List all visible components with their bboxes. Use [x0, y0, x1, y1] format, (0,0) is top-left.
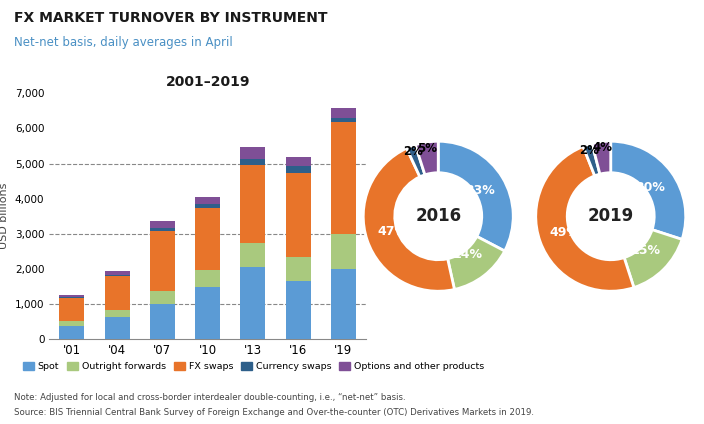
- Wedge shape: [448, 237, 505, 290]
- Wedge shape: [415, 141, 439, 175]
- Text: 15%: 15%: [630, 244, 660, 257]
- Bar: [286, 257, 310, 281]
- Wedge shape: [438, 141, 513, 251]
- Bar: [150, 228, 175, 231]
- Bar: [195, 287, 220, 339]
- Bar: [286, 173, 310, 257]
- Bar: [59, 298, 84, 321]
- Text: 33%: 33%: [465, 184, 495, 198]
- Bar: [150, 304, 175, 339]
- Bar: [331, 118, 356, 122]
- Wedge shape: [407, 145, 425, 177]
- Title: 2001–2019: 2001–2019: [165, 75, 250, 89]
- Bar: [195, 204, 220, 208]
- Bar: [241, 243, 265, 267]
- Text: 2%: 2%: [579, 144, 599, 157]
- Bar: [241, 147, 265, 159]
- Bar: [195, 208, 220, 270]
- Text: 47%: 47%: [377, 226, 407, 238]
- Legend: Spot, Outright forwards, FX swaps, Currency swaps, Options and other products: Spot, Outright forwards, FX swaps, Curre…: [19, 358, 488, 375]
- Wedge shape: [363, 148, 455, 291]
- Bar: [150, 291, 175, 304]
- Wedge shape: [610, 141, 686, 240]
- Text: 5%: 5%: [417, 142, 438, 155]
- Wedge shape: [583, 144, 600, 176]
- Bar: [105, 271, 130, 276]
- Text: 2%: 2%: [403, 145, 423, 159]
- Text: Source: BIS Triennial Central Bank Survey of Foreign Exchange and Over-the-count: Source: BIS Triennial Central Bank Surve…: [14, 408, 534, 417]
- Text: 49%: 49%: [550, 226, 580, 239]
- Text: Note: Adjusted for local and cross-border interdealer double-counting, i.e., “ne: Note: Adjusted for local and cross-borde…: [14, 393, 406, 402]
- Text: 4%: 4%: [592, 141, 612, 154]
- Bar: [59, 321, 84, 326]
- Wedge shape: [624, 230, 682, 287]
- Bar: [286, 166, 310, 173]
- Bar: [331, 269, 356, 339]
- Y-axis label: USD billions: USD billions: [0, 183, 9, 249]
- Text: FX MARKET TURNOVER BY INSTRUMENT: FX MARKET TURNOVER BY INSTRUMENT: [14, 11, 327, 25]
- Bar: [150, 221, 175, 228]
- Bar: [241, 267, 265, 339]
- Bar: [105, 276, 130, 310]
- Bar: [331, 234, 356, 269]
- Bar: [241, 159, 265, 165]
- Bar: [150, 231, 175, 291]
- Bar: [59, 297, 84, 298]
- Bar: [105, 310, 130, 317]
- Bar: [195, 197, 220, 204]
- Bar: [59, 326, 84, 339]
- Bar: [59, 295, 84, 297]
- Bar: [286, 281, 310, 339]
- Text: 14%: 14%: [453, 248, 483, 262]
- Bar: [286, 157, 310, 166]
- Text: 2016: 2016: [415, 207, 461, 225]
- Wedge shape: [592, 141, 611, 174]
- Bar: [105, 317, 130, 339]
- Text: 30%: 30%: [635, 181, 665, 194]
- Bar: [331, 108, 356, 118]
- Text: Net-net basis, daily averages in April: Net-net basis, daily averages in April: [14, 36, 233, 49]
- Bar: [331, 122, 356, 234]
- Bar: [241, 165, 265, 243]
- Bar: [195, 270, 220, 287]
- Wedge shape: [536, 147, 634, 291]
- Text: 2019: 2019: [588, 207, 634, 225]
